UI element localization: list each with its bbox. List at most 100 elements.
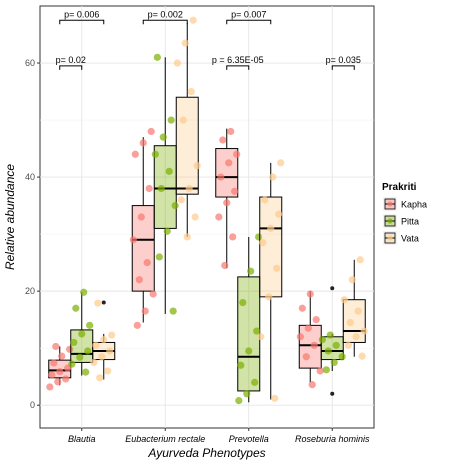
data-point	[163, 227, 171, 235]
p-value-label: p = 6.35E-05	[212, 55, 264, 65]
legend-swatch-point	[387, 235, 393, 241]
data-point	[153, 53, 161, 61]
data-point	[76, 353, 84, 361]
data-point	[312, 316, 320, 324]
legend-swatch-point	[387, 201, 393, 207]
bracket-line	[226, 65, 250, 70]
x-tick-label: Roseburia hominis	[295, 434, 370, 444]
data-point	[275, 210, 283, 218]
data-point	[108, 331, 116, 339]
data-point	[223, 199, 231, 207]
data-point	[229, 233, 237, 241]
data-point	[247, 267, 255, 275]
data-point	[360, 327, 368, 335]
data-point	[269, 173, 277, 181]
data-point	[50, 359, 58, 367]
data-point	[173, 59, 181, 67]
data-point	[273, 264, 281, 272]
data-point	[296, 333, 304, 341]
data-point	[147, 127, 155, 136]
data-point	[96, 374, 104, 382]
data-point	[141, 307, 149, 315]
data-point	[171, 201, 179, 210]
data-point	[338, 353, 346, 361]
data-point	[80, 288, 88, 296]
box-vata-1	[173, 16, 201, 241]
data-point	[267, 224, 275, 233]
data-point	[131, 150, 139, 158]
legend-swatch-point	[387, 218, 393, 224]
data-point	[133, 321, 141, 329]
data-point	[237, 361, 245, 369]
data-point	[326, 331, 334, 339]
data-point	[215, 213, 223, 221]
data-point	[239, 298, 247, 307]
data-point	[106, 347, 114, 355]
box-vata-0	[90, 299, 116, 382]
data-point	[259, 239, 267, 247]
data-point	[221, 261, 229, 270]
data-point	[352, 333, 360, 341]
p-value-label: p= 0.006	[64, 9, 99, 19]
y-axis-title: Relative abundance	[3, 164, 17, 270]
data-point	[358, 352, 366, 360]
data-point	[354, 307, 362, 315]
data-point	[84, 347, 92, 355]
data-point	[48, 371, 56, 379]
data-point	[137, 213, 145, 221]
p-value-label: p= 0.002	[148, 9, 183, 19]
data-point	[219, 136, 227, 144]
x-tick-label: Eubacterium rectale	[125, 434, 205, 444]
legend: Prakriti Kapha Pitta Vata	[382, 182, 427, 245]
data-point	[100, 336, 108, 344]
box-iqr	[215, 148, 239, 198]
legend-item-kapha: Kapha	[383, 197, 427, 211]
data-point	[231, 187, 239, 195]
data-point	[90, 358, 98, 367]
y-tick-label: 20	[25, 286, 35, 296]
bracket-line	[59, 65, 83, 70]
data-point	[227, 127, 235, 136]
data-point	[189, 16, 197, 24]
data-point	[165, 167, 173, 175]
p-value-label: p= 0.035	[326, 55, 361, 65]
box-vata-2	[257, 159, 285, 402]
bracket-line	[331, 65, 355, 70]
x-axis-ticks: Blautia Eubacterium rectale Prevotella Rose…	[68, 428, 370, 444]
data-point	[167, 116, 175, 124]
outlier-point	[330, 391, 335, 396]
data-point	[72, 304, 80, 312]
y-tick-label: 60	[25, 58, 35, 68]
data-point	[58, 352, 66, 360]
data-point	[193, 162, 201, 170]
data-point	[185, 184, 193, 193]
data-point	[151, 150, 159, 158]
legend-item-pitta: Pitta	[383, 214, 419, 228]
data-point	[322, 366, 330, 374]
box-iqr	[131, 205, 155, 292]
data-point	[332, 341, 340, 349]
data-point	[308, 381, 316, 389]
data-point	[56, 367, 64, 376]
x-tick-label: Blautia	[68, 434, 96, 444]
data-point	[145, 184, 153, 193]
data-point	[46, 383, 54, 391]
data-point	[348, 276, 356, 284]
data-point	[245, 347, 253, 355]
significance-brackets: p= 0.006 p= 0.02 p= 0.002 p= 0.007 p = 6.35E…	[56, 9, 361, 70]
data-point	[159, 133, 167, 141]
box-groups	[46, 16, 368, 405]
data-point	[257, 333, 265, 341]
y-tick-label: 40	[25, 172, 35, 182]
box-kapha-1	[129, 127, 157, 329]
data-point	[149, 290, 157, 298]
data-point	[139, 139, 147, 147]
bracket-line	[142, 19, 188, 25]
data-point	[104, 367, 112, 375]
data-point	[233, 150, 241, 158]
box-pitta-1	[151, 53, 179, 315]
data-point	[155, 253, 163, 261]
legend-title: Prakriti	[382, 182, 417, 193]
significance-bracket: p= 0.035	[326, 55, 361, 70]
